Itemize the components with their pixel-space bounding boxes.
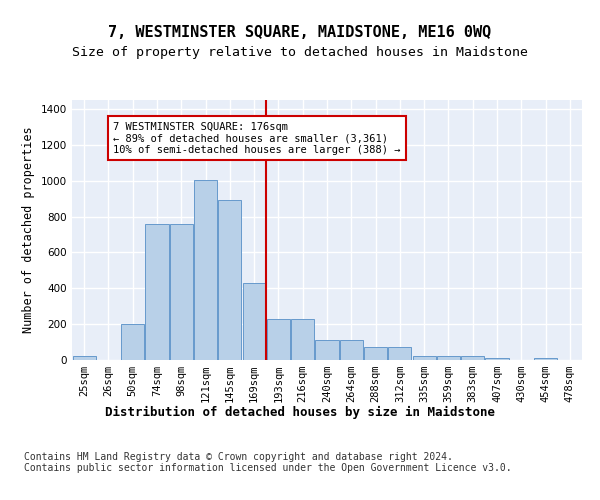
Bar	[218, 200, 241, 360]
Bar	[364, 348, 387, 360]
Bar	[291, 319, 314, 360]
Bar	[145, 224, 169, 360]
Text: 7, WESTMINSTER SQUARE, MAIDSTONE, ME16 0WQ: 7, WESTMINSTER SQUARE, MAIDSTONE, ME16 0…	[109, 25, 491, 40]
Bar	[388, 348, 412, 360]
Bar	[194, 180, 217, 360]
Bar	[485, 358, 509, 360]
Y-axis label: Number of detached properties: Number of detached properties	[22, 126, 35, 334]
Bar	[316, 340, 338, 360]
Bar	[170, 224, 193, 360]
Text: Distribution of detached houses by size in Maidstone: Distribution of detached houses by size …	[105, 406, 495, 419]
Bar	[413, 356, 436, 360]
Bar	[73, 356, 95, 360]
Text: Contains HM Land Registry data © Crown copyright and database right 2024.
Contai: Contains HM Land Registry data © Crown c…	[24, 452, 512, 473]
Bar	[534, 358, 557, 360]
Text: 7 WESTMINSTER SQUARE: 176sqm
← 89% of detached houses are smaller (3,361)
10% of: 7 WESTMINSTER SQUARE: 176sqm ← 89% of de…	[113, 122, 401, 154]
Bar	[340, 340, 363, 360]
Text: Size of property relative to detached houses in Maidstone: Size of property relative to detached ho…	[72, 46, 528, 59]
Bar	[121, 324, 144, 360]
Bar	[437, 356, 460, 360]
Bar	[267, 319, 290, 360]
Bar	[461, 356, 484, 360]
Bar	[242, 283, 266, 360]
